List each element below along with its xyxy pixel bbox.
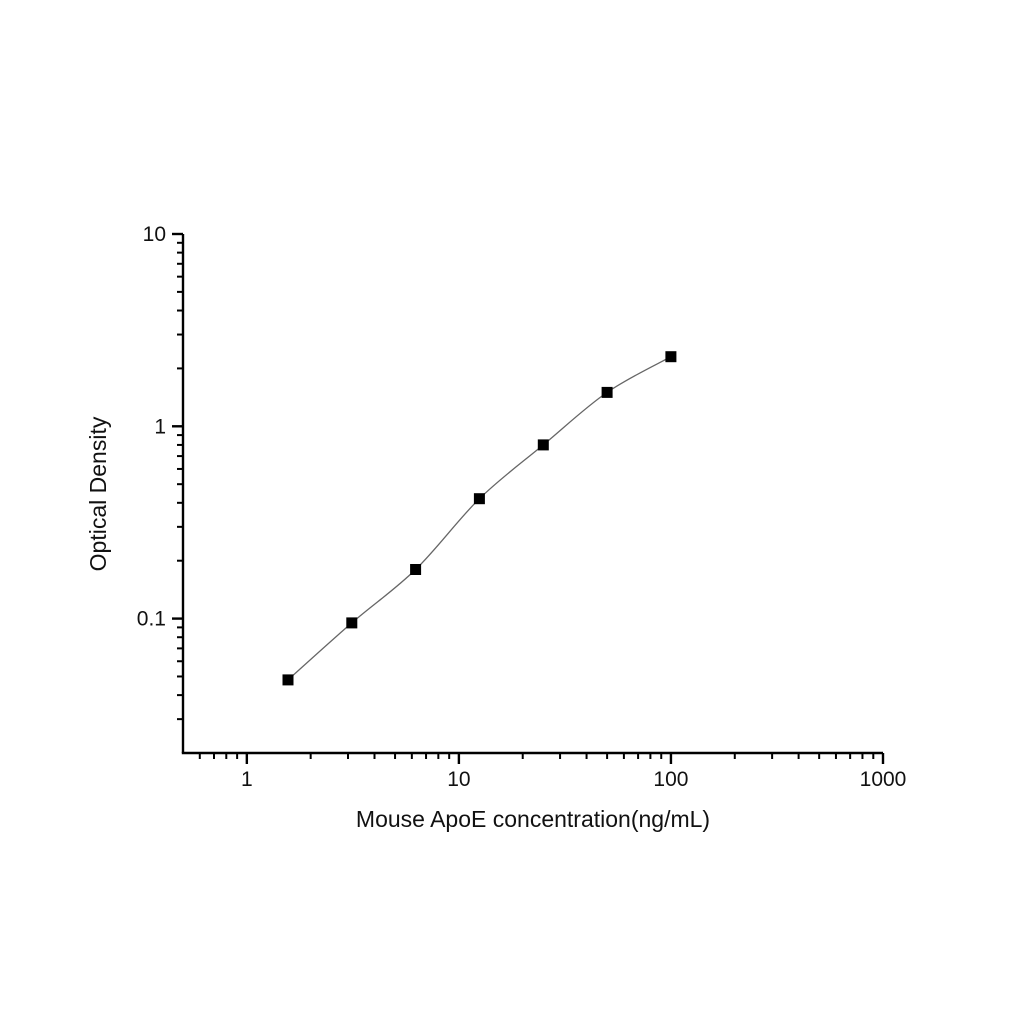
y-tick-label: 0.1 (137, 608, 166, 631)
data-point-marker (665, 351, 677, 363)
axes-layer: 1 10 100 1000 0.1 1 10 (137, 223, 907, 791)
x-tick-label: 100 (653, 768, 688, 791)
x-tick-label: 10 (447, 768, 470, 791)
data-point-marker (601, 386, 613, 398)
data-point-marker (410, 564, 422, 575)
x-axis-title: Mouse ApoE concentration(ng/mL) (356, 806, 710, 832)
series-line-standard-curve (287, 356, 672, 681)
data-point-marker (473, 493, 485, 505)
y-tick-label: 10 (143, 223, 166, 246)
x-tick-label: 1 (241, 768, 253, 791)
data-point-marker (282, 674, 294, 686)
y-tick-label: 1 (154, 415, 166, 438)
x-tick-label: 1000 (860, 768, 907, 791)
y-axis-title: Optical Density (85, 416, 111, 571)
data-point-marker (346, 617, 358, 629)
data-point-marker (537, 439, 549, 451)
data-series-layer (282, 351, 677, 686)
